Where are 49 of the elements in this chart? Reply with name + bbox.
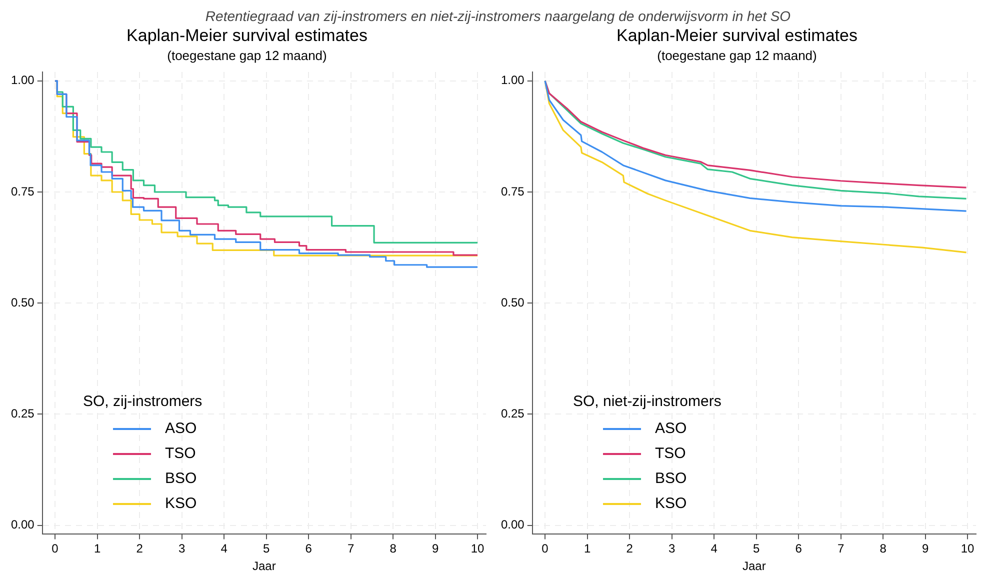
legend-title: SO, niet-zij-instromers [573,393,722,410]
x-tick-label: 1 [94,542,101,556]
legend-label: ASO [165,420,197,437]
y-tick-label: 0.00 [500,518,525,532]
x-axis-title: Jaar [742,559,766,572]
chart-subtitle: (toegestane gap 12 maand) [657,48,817,63]
y-tick-label: 1.00 [10,73,35,88]
x-tick-label: 5 [752,542,760,556]
x-tick-label: 3 [668,542,676,556]
x-tick-label: 10 [470,542,485,556]
chart-title: Kaplan-Meier survival estimates [616,26,858,45]
x-tick-label: 9 [922,542,929,556]
legend-label: ASO [655,420,687,437]
y-tick-label: 0.75 [10,184,35,198]
x-tick-label: 3 [178,542,186,556]
legend-label: KSO [655,495,687,512]
chart-title: Kaplan-Meier survival estimates [126,26,368,45]
y-tick-label: 0.25 [500,406,525,421]
x-tick-label: 7 [347,542,354,556]
legend-label: TSO [655,445,686,462]
x-tick-label: 2 [626,542,634,556]
legend-label: BSO [655,470,687,487]
x-tick-label: 9 [432,542,439,556]
x-tick-label: 1 [584,542,591,556]
x-tick-label: 2 [136,542,144,556]
legend-label: BSO [165,470,197,487]
text: Retentiegraad van zij-instromers en niet-zij-instromers naargelang de onderwijsvorm in het SO [204,8,792,26]
x-tick-label: 10 [960,542,975,556]
x-tick-label: 0 [542,542,549,556]
legend-title: SO, zij-instromers [83,393,202,410]
chart-subtitle: (toegestane gap 12 maand) [167,48,327,63]
x-axis-title: Jaar [252,559,276,572]
x-tick-label: 8 [390,542,397,556]
y-tick-label: 1.00 [500,73,525,88]
y-tick-label: 0.00 [10,518,35,532]
y-tick-label: 0.50 [500,295,525,310]
x-tick-label: 4 [710,542,718,556]
y-tick-label: 0.50 [10,295,35,310]
x-tick-label: 8 [880,542,887,556]
x-tick-label: 7 [837,542,844,556]
x-tick-label: 4 [220,542,228,556]
x-tick-label: 6 [305,542,312,556]
legend-label: KSO [165,495,197,512]
x-tick-label: 6 [795,542,802,556]
x-tick-label: 0 [52,542,59,556]
y-tick-label: 0.75 [500,184,525,198]
x-tick-label: 5 [262,542,270,556]
y-tick-label: 0.25 [10,406,35,421]
legend-label: TSO [165,445,196,462]
